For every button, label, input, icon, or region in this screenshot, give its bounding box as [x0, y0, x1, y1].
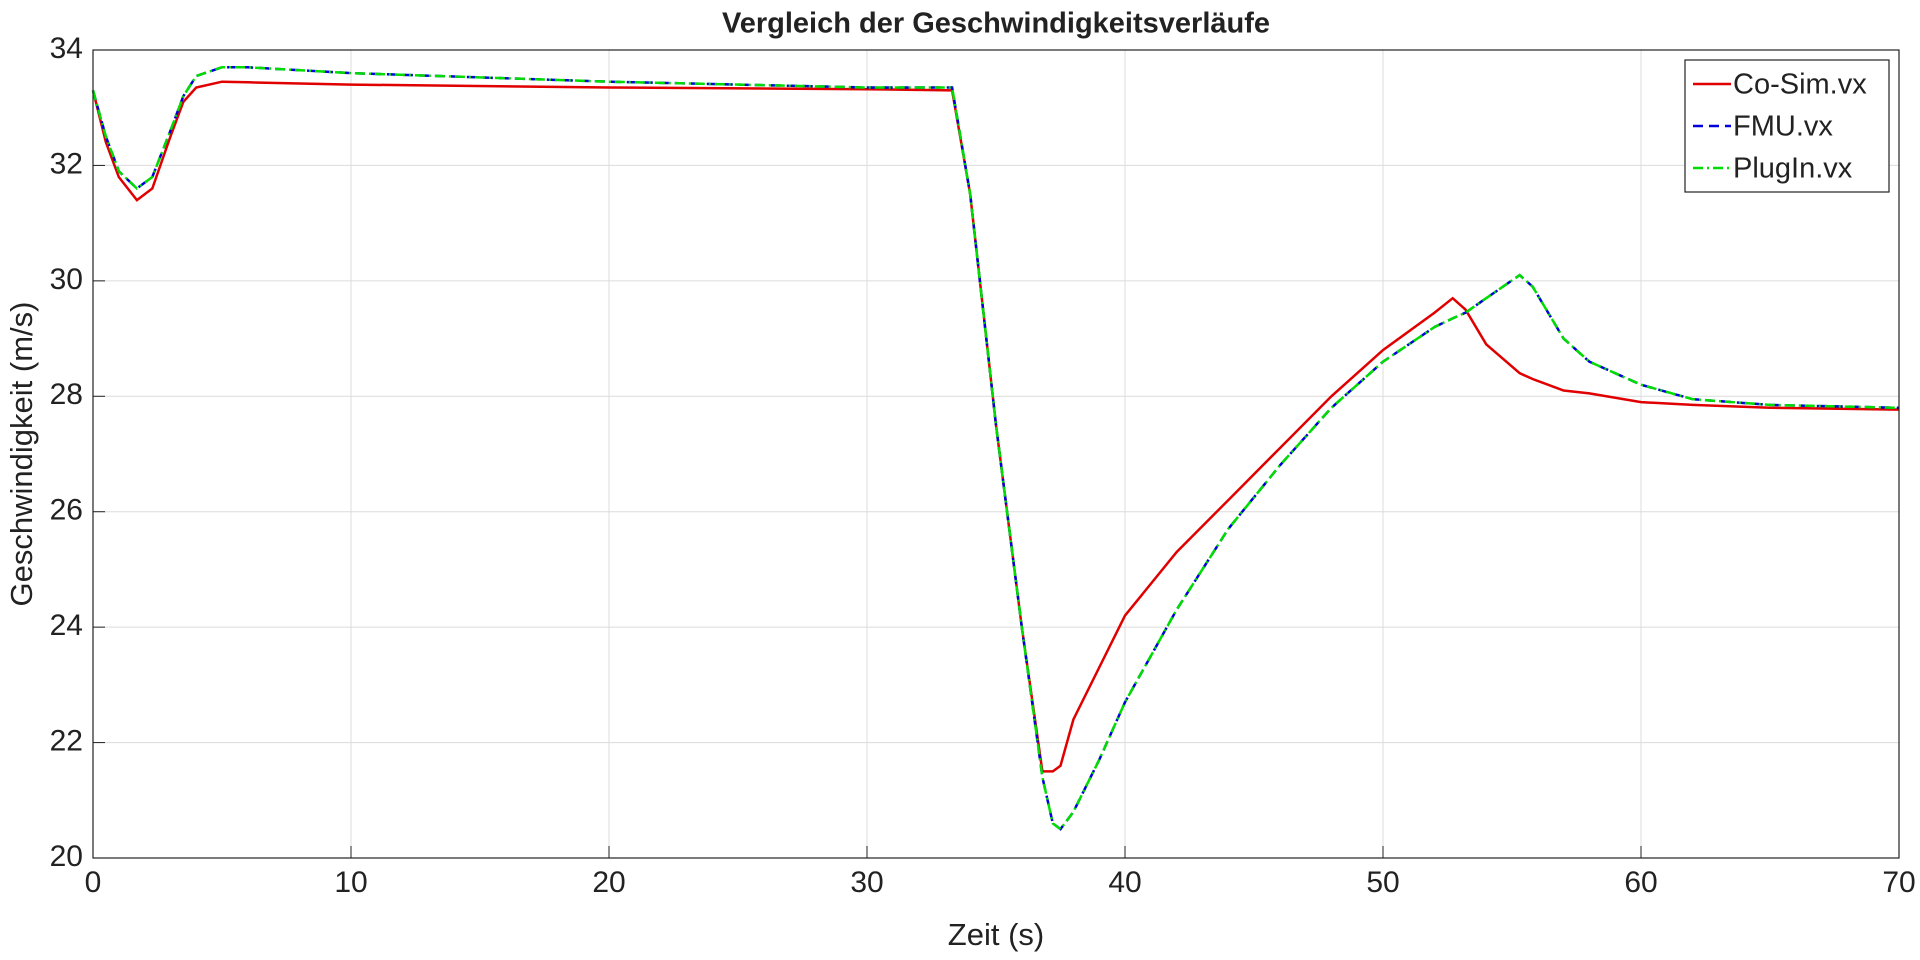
y-tick-label: 22: [50, 724, 83, 757]
plot-frame: [92, 49, 1900, 859]
chart-title: Vergleich der Geschwindigkeitsverläufe: [722, 8, 1270, 40]
plot-area: [93, 50, 1899, 858]
y-tick-label: 32: [50, 147, 83, 180]
x-axis-label: Zeit (s): [948, 917, 1044, 952]
x-tick-label: 70: [1882, 866, 1915, 899]
series-line: [91, 66, 1900, 831]
y-tick-label: 28: [50, 378, 83, 411]
x-tick-label: 30: [850, 866, 883, 899]
legend-label: FMU.vx: [1733, 111, 1833, 143]
y-tick-label: 26: [50, 494, 83, 527]
y-tick-label: 34: [50, 32, 83, 65]
x-tick-label: 50: [1366, 866, 1399, 899]
x-tick-label: 10: [334, 866, 367, 899]
x-tick-label: 40: [1108, 866, 1141, 899]
y-tick-label: 30: [50, 263, 83, 296]
y-axis-label: Geschwindigkeit (m/s): [4, 302, 39, 607]
legend-label: Co-Sim.vx: [1733, 69, 1867, 101]
series-line: [91, 80, 1900, 773]
x-tick-label: 60: [1624, 866, 1657, 899]
y-tick-label: 24: [50, 609, 83, 642]
x-tick-label: 0: [85, 866, 102, 899]
legend-label: PlugIn.vx: [1733, 153, 1853, 185]
x-tick-label: 20: [592, 866, 625, 899]
y-tick-label: 20: [50, 840, 83, 873]
